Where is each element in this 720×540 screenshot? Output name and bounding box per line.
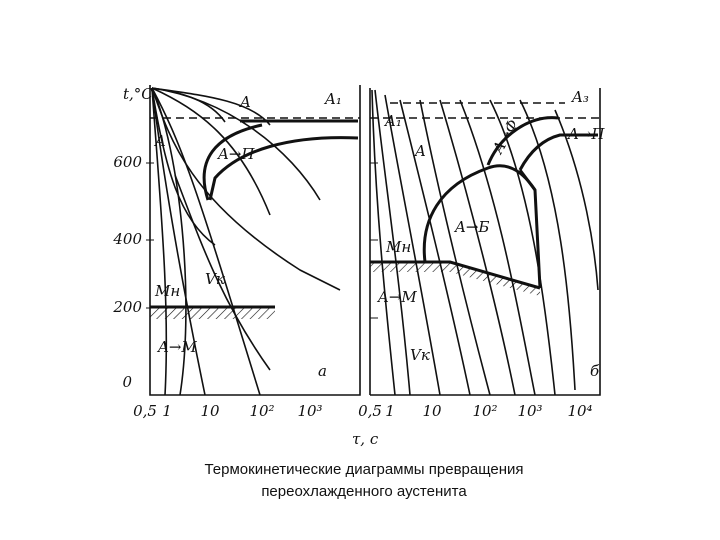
ferrite-start <box>486 116 559 166</box>
left-panel: t,°C 600 400 200 0 0,5 1 10 10² 10³ A A₁… <box>112 85 361 420</box>
pearlite-start <box>202 123 263 201</box>
x-tick: 10³ <box>297 402 322 420</box>
label: A <box>413 142 426 160</box>
frame <box>369 88 601 396</box>
cooling <box>151 87 261 396</box>
cooling-curves <box>371 89 599 396</box>
y-tick: 0 <box>122 373 132 391</box>
hatch <box>150 307 275 319</box>
label: Vк <box>205 270 225 288</box>
y-tick: 200 <box>112 298 142 316</box>
cooling <box>151 87 216 246</box>
x-tick: 10² <box>472 402 497 420</box>
x-tick: 1 <box>162 402 172 420</box>
label: Mн <box>154 282 180 300</box>
pearlite-end <box>208 136 359 201</box>
x-tick: 10⁴ <box>567 402 592 420</box>
label: A₁ <box>323 90 342 108</box>
hatch <box>370 262 540 296</box>
caption: Термокинетические диаграммы превращения <box>204 461 523 478</box>
cooling <box>151 87 271 216</box>
y-ticks <box>146 162 154 309</box>
x-tick: 0,5 <box>133 402 157 420</box>
x-tick: 10³ <box>517 402 542 420</box>
cooling <box>151 87 187 396</box>
x-tick: 10² <box>249 402 274 420</box>
y-ticks <box>370 162 378 319</box>
cooling <box>151 87 168 396</box>
cooling <box>151 87 271 126</box>
cooling <box>151 87 226 123</box>
label: A→M <box>376 288 417 306</box>
caption: переохлажденного аустенита <box>261 483 467 500</box>
label: A <box>238 93 251 111</box>
label: Mн <box>385 238 411 256</box>
label: A→П <box>216 145 255 163</box>
y-title: t,°C <box>123 85 153 103</box>
label: Vк <box>410 346 430 364</box>
label: A→Б <box>453 218 489 236</box>
x-tick: 0,5 <box>358 402 382 420</box>
x-title: τ, c <box>352 430 379 448</box>
cooling <box>174 174 271 371</box>
right-panel: 0,5 1 10 10² 10³ 10⁴ A₃ A₁ A A→Ф A→П A→Б… <box>358 88 605 420</box>
cooling <box>151 87 206 396</box>
label: A→M <box>156 338 197 356</box>
label: б <box>590 362 600 380</box>
label: A₃ <box>570 88 589 106</box>
x-tick: 10 <box>200 402 220 420</box>
label: а <box>318 362 327 380</box>
x-tick: 10 <box>422 402 442 420</box>
x-tick: 1 <box>385 402 395 420</box>
label: A→П <box>566 125 605 143</box>
y-tick: 400 <box>112 230 142 248</box>
label: A <box>153 132 166 150</box>
y-tick: 600 <box>113 153 142 171</box>
boundary <box>518 169 537 191</box>
label: A₁ <box>383 112 402 130</box>
